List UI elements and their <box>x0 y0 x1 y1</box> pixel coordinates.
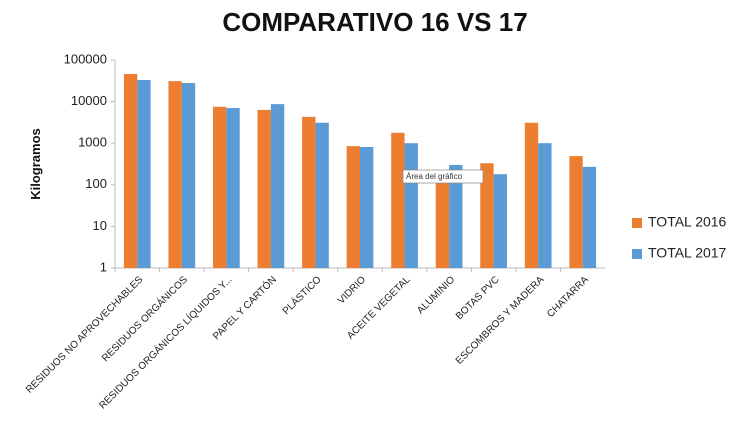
tooltip-box <box>402 169 484 184</box>
tooltip: Área del gráfico <box>402 169 484 184</box>
bar <box>315 122 329 268</box>
y-tick-label: 10000 <box>71 93 107 108</box>
y-axis-label: Kilogramos <box>28 128 43 200</box>
bar <box>213 106 227 268</box>
x-tick-label: ESCOMBROS Y MADERA <box>454 274 547 367</box>
x-tick-label: CHATARRA <box>545 274 591 320</box>
bar <box>302 116 316 268</box>
bar <box>493 174 507 268</box>
x-tick-label: VIDRIO <box>336 274 368 306</box>
x-tick-label: BOTAS PVC <box>454 274 502 322</box>
chart-title: COMPARATIVO 16 VS 17 <box>222 7 527 37</box>
legend-swatch <box>632 218 642 228</box>
bar <box>168 81 182 268</box>
bar <box>346 146 360 268</box>
bar <box>435 183 450 268</box>
legend-swatch <box>632 249 642 259</box>
bar <box>582 166 597 268</box>
y-tick-label: 1 <box>100 259 107 274</box>
y-tick-label: 100000 <box>64 51 107 66</box>
bar <box>404 143 418 268</box>
x-tick-label: ALUMINIO <box>415 274 457 316</box>
y-tick-label: 100 <box>85 176 107 191</box>
bar <box>226 108 240 269</box>
bar <box>360 147 374 268</box>
bar <box>270 104 285 268</box>
bar <box>480 163 494 268</box>
y-tick-label: 10 <box>93 218 107 233</box>
bar <box>569 156 583 268</box>
bar <box>449 164 463 268</box>
bar <box>391 132 405 268</box>
legend-label: TOTAL 2016 <box>648 214 727 230</box>
legend-label: TOTAL 2017 <box>648 245 727 261</box>
bar <box>137 80 151 269</box>
bar <box>257 109 271 268</box>
x-tick-label: RESIDUOS ORGÁNICOS <box>99 273 191 365</box>
bar <box>123 74 138 269</box>
tooltip-text: Área del gráfico <box>406 172 463 181</box>
bar <box>181 82 196 268</box>
y-tick-label: 1000 <box>78 135 107 150</box>
bar <box>524 122 539 268</box>
bar <box>538 143 552 268</box>
x-tick-label: PLÁSTICO <box>279 273 323 317</box>
